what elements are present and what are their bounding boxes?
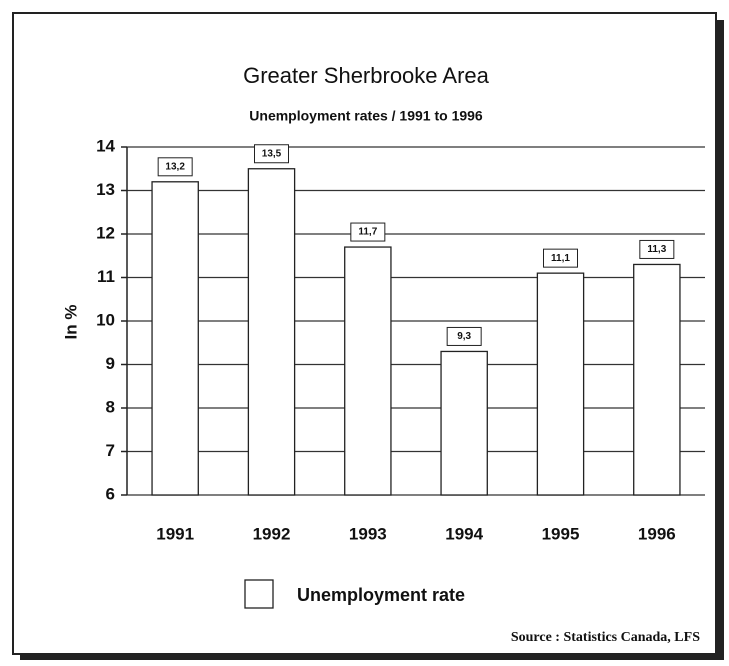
x-tick-label: 1994 bbox=[445, 524, 483, 543]
x-tick-label: 1993 bbox=[349, 524, 387, 543]
x-tick-label: 1995 bbox=[542, 524, 580, 543]
y-tick-label: 10 bbox=[96, 310, 115, 329]
value-label: 11,3 bbox=[647, 244, 666, 255]
bar bbox=[151, 181, 199, 496]
y-tick-label: 7 bbox=[106, 441, 115, 460]
value-label: 13,2 bbox=[165, 161, 185, 172]
value-label: 11,7 bbox=[358, 227, 377, 238]
value-label: 13,5 bbox=[262, 148, 282, 159]
y-tick-label: 11 bbox=[97, 267, 115, 286]
value-label-box bbox=[254, 144, 289, 164]
bar bbox=[536, 272, 585, 496]
y-tick-label: 9 bbox=[106, 354, 115, 373]
value-label-box bbox=[543, 248, 578, 268]
source: Source : Statistics Canada, LFS bbox=[511, 630, 700, 645]
y-tick-label: 12 bbox=[96, 223, 115, 242]
value-label-box bbox=[350, 222, 386, 242]
bar bbox=[440, 350, 488, 496]
value-label: 11,1 bbox=[551, 253, 570, 264]
value-label-box bbox=[639, 239, 675, 259]
legend-label: Unemployment rate bbox=[297, 585, 465, 605]
x-tick-label: 1996 bbox=[638, 524, 676, 543]
x-tick-label: 1992 bbox=[253, 524, 291, 543]
chart-subtitle: Unemployment rates / 1991 to 1996 bbox=[249, 108, 483, 124]
x-tick-label: 1991 bbox=[156, 524, 194, 543]
value-label-box bbox=[157, 157, 193, 177]
y-tick-label: 14 bbox=[96, 136, 115, 155]
chart-title: Greater Sherbrooke Area bbox=[243, 63, 490, 88]
bar bbox=[247, 168, 296, 496]
y-axis-label: In % bbox=[61, 305, 80, 340]
y-tick-label: 6 bbox=[106, 484, 115, 503]
legend-swatch bbox=[244, 579, 274, 609]
bar bbox=[344, 246, 392, 496]
bar bbox=[633, 263, 681, 496]
y-tick-label: 13 bbox=[96, 180, 115, 199]
value-label-box bbox=[446, 326, 482, 346]
y-tick-label: 8 bbox=[106, 397, 115, 416]
value-label: 9,3 bbox=[457, 331, 471, 342]
